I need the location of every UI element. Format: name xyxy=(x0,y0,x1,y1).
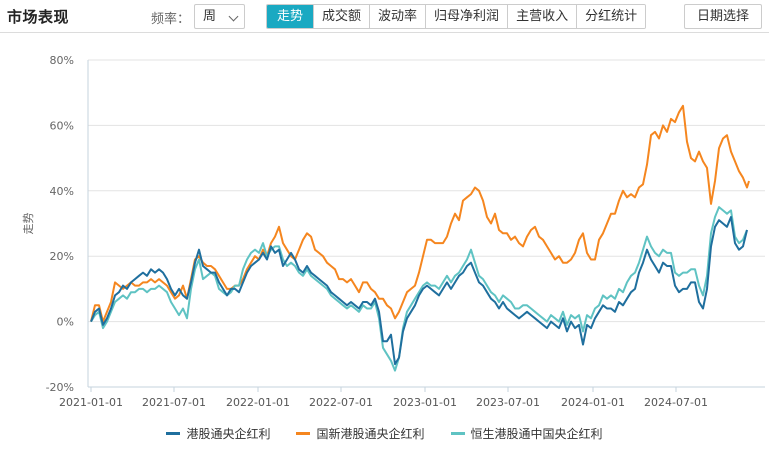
page-title: 市场表现 xyxy=(7,8,70,26)
legend-label: 恒生港股通中国央企红利 xyxy=(470,427,603,441)
x-tick-label: 2022-07-01 xyxy=(309,396,373,409)
tab-net-profit[interactable]: 归母净利润 xyxy=(425,5,508,28)
y-tick-label: 80% xyxy=(50,54,74,67)
tab-revenue[interactable]: 主营收入 xyxy=(507,5,577,28)
chevron-down-icon xyxy=(228,11,239,22)
x-tick-label: 2024-01-01 xyxy=(561,396,625,409)
y-axis-title: 走势 xyxy=(22,213,35,235)
tab-turnover[interactable]: 成交额 xyxy=(313,5,370,28)
legend-item-series-3[interactable]: 恒生港股通中国央企红利 xyxy=(450,425,603,442)
legend-label: 国新港股通央企红利 xyxy=(316,427,425,441)
tab-volatility[interactable]: 波动率 xyxy=(369,5,426,28)
y-tick-label: 40% xyxy=(50,185,74,198)
y-tick-label: 60% xyxy=(50,119,74,132)
date-select-button[interactable]: 日期选择 xyxy=(684,4,762,29)
line-chart-plot: 80% 60% 40% 20% 0% -20% 走势 2021-01-01 2021-07-01… xyxy=(22,54,765,409)
series-line[interactable] xyxy=(90,216,748,366)
frequency-value: 周 xyxy=(203,9,217,24)
legend-label: 港股通央企红利 xyxy=(186,427,271,441)
legend-item-series-1[interactable]: 港股通央企红利 xyxy=(166,425,270,442)
y-tick-label: 0% xyxy=(57,316,74,329)
metric-tabs: 走势 成交额 波动率 归母净利润 主营收入 分红统计 xyxy=(266,4,647,29)
chart-legend: 港股通央企红利 国新港股通央企红利 恒生港股通中国央企红利 xyxy=(0,425,769,442)
x-tick-label: 2022-01-01 xyxy=(226,396,290,409)
x-tick-label: 2021-01-01 xyxy=(59,396,123,409)
tab-dividend[interactable]: 分红统计 xyxy=(576,5,646,28)
frequency-label: 频率： xyxy=(151,12,191,27)
tab-trend[interactable]: 走势 xyxy=(267,5,314,28)
x-tick-label: 2021-07-01 xyxy=(142,396,206,409)
header-bar: 市场表现 频率： 周 走势 成交额 波动率 归母净利润 主营收入 分红统计 日期… xyxy=(0,0,769,33)
legend-swatch-icon xyxy=(166,432,181,435)
trend-chart: 80% 60% 40% 20% 0% -20% 走势 2021-01-01 2021-07-01… xyxy=(0,34,769,451)
legend-swatch-icon xyxy=(450,432,465,435)
y-tick-label: -20% xyxy=(46,381,74,394)
x-tick-label: 2023-01-01 xyxy=(393,396,457,409)
y-tick-label: 20% xyxy=(50,250,74,263)
legend-swatch-icon xyxy=(296,432,311,435)
x-tick-label: 2024-07-01 xyxy=(644,396,708,409)
frequency-select[interactable]: 周 xyxy=(194,4,245,29)
x-tick-label: 2023-07-01 xyxy=(476,396,540,409)
series-line[interactable] xyxy=(90,206,748,372)
legend-item-series-2[interactable]: 国新港股通央企红利 xyxy=(296,425,425,442)
